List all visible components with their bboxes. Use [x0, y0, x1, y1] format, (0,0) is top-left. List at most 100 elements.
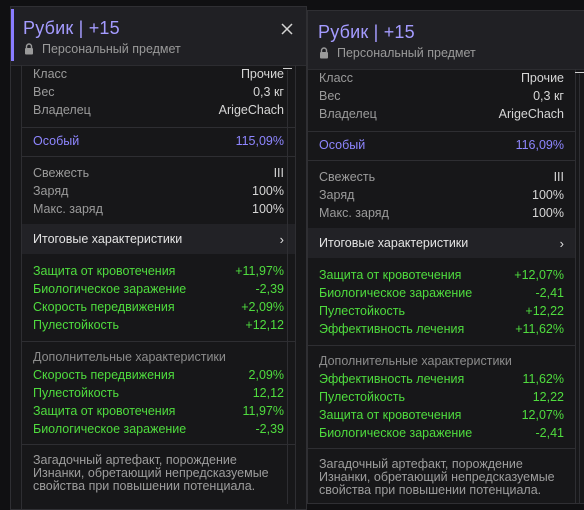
close-button[interactable]	[279, 21, 295, 37]
stat-row-owner: Владелец ArigeChach	[33, 101, 284, 119]
total-stats-toggle[interactable]: Итоговые характеристики ›	[22, 224, 295, 254]
item-subtitle: Персональный предмет	[42, 42, 181, 56]
extra-stat-row: Пулестойкость 12,12	[33, 384, 284, 402]
stat-label: Заряд	[319, 188, 355, 202]
extra-stats-label: Дополнительные характеристики	[33, 350, 226, 364]
stat-row-class: Класс Прочие	[319, 69, 564, 87]
stat-value: 100%	[252, 202, 284, 216]
quality-value: 115,09%	[235, 134, 284, 148]
quality-row: Особый 115,09%	[33, 132, 284, 150]
item-header: Рубик | +15 Персональный предмет	[308, 11, 584, 70]
stat-label: Вес	[319, 89, 341, 103]
description-line: Изнанки, обретающий непредсказуемые	[319, 470, 555, 484]
item-title: Рубик | +15	[318, 22, 415, 42]
base-info-section: Класс Прочие Вес 0,3 кг Владелец ArigeCh…	[308, 69, 575, 132]
stat-value: 11,62%	[522, 372, 564, 386]
total-stats-label: Итоговые характеристики	[33, 232, 183, 246]
item-header: Рубик | +15 Персональный предмет	[11, 7, 306, 66]
stat-row-charge: Заряд 100%	[33, 182, 284, 200]
stat-value: +12,07%	[514, 268, 564, 282]
stat-value: 0,3 кг	[533, 89, 564, 103]
extra-stats-section: Дополнительные характеристики Эффективно…	[308, 345, 575, 449]
quality-section: Особый 115,09%	[22, 127, 295, 157]
stat-value: 11,97%	[242, 404, 284, 418]
extra-stat-row: Пулестойкость 12,22	[319, 388, 564, 406]
stat-value: III	[553, 170, 564, 184]
item-title: Рубик | +15	[23, 18, 120, 38]
stat-row-freshness: Свежесть III	[319, 168, 564, 186]
state-section: Свежесть III Заряд 100% Макс. заряд 100%	[22, 156, 295, 225]
stat-value: +12,22	[525, 304, 564, 318]
scrollbar-track[interactable]	[287, 70, 288, 504]
chevron-right-icon: ›	[279, 231, 284, 247]
stat-label: Биологическое заражение	[319, 426, 473, 440]
stat-label: Защита от кровотечения	[33, 404, 176, 418]
extra-stat-row: Биологическое заражение -2,39	[33, 420, 284, 438]
stat-label: Биологическое заражение	[33, 282, 187, 296]
total-stats-section: Защита от кровотечения +11,97% Биологиче…	[22, 254, 295, 342]
item-description: Загадочный артефакт, порождение Изнанки,…	[319, 458, 567, 497]
stat-value: +12,12	[245, 318, 284, 332]
stat-label: Пулестойкость	[319, 390, 406, 404]
stat-label: Эффективность лечения	[319, 372, 465, 386]
stat-value: ArigeChach	[498, 107, 564, 121]
stat-value: -2,41	[535, 426, 565, 440]
chevron-right-icon: ›	[559, 235, 564, 251]
stat-label: Владелец	[319, 107, 377, 121]
total-stats-toggle[interactable]: Итоговые характеристики ›	[308, 228, 575, 258]
description-line: свойства при повышении потенциала.	[319, 483, 542, 497]
stat-label: Заряд	[33, 184, 69, 198]
lock-icon	[320, 47, 328, 59]
close-icon	[281, 23, 293, 35]
total-stats-header: Итоговые характеристики ›	[33, 230, 284, 248]
item-subtitle-row: Персональный предмет	[24, 42, 181, 56]
extra-stat-row: Защита от кровотечения 12,07%	[319, 406, 564, 424]
extra-stats-header: Дополнительные характеристики	[33, 348, 284, 366]
quality-section: Особый 116,09%	[308, 131, 575, 161]
stat-label: Биологическое заражение	[319, 286, 473, 300]
quality-label: Особый	[319, 138, 366, 152]
stat-row-class: Класс Прочие	[33, 65, 284, 83]
stat-label: Макс. заряд	[319, 206, 389, 220]
item-details: Класс Прочие Вес 0,3 кг Владелец ArigeCh…	[21, 65, 296, 509]
stat-value: +11,97%	[235, 264, 284, 278]
description-line: Изнанки, обретающий непредсказуемые	[33, 466, 269, 480]
stat-value: 100%	[532, 206, 564, 220]
stat-value: 2,09%	[248, 368, 284, 382]
stat-row-weight: Вес 0,3 кг	[33, 83, 284, 101]
stat-label: Скорость передвижения	[33, 368, 175, 382]
total-stat-row: Пулестойкость +12,12	[33, 316, 284, 334]
stat-value: 12,07%	[521, 408, 564, 422]
stat-label: Свежесть	[319, 170, 376, 184]
stat-row-max-charge: Макс. заряд 100%	[319, 204, 564, 222]
stat-row-charge: Заряд 100%	[319, 186, 564, 204]
stat-label: Биологическое заражение	[33, 422, 187, 436]
total-stats-label: Итоговые характеристики	[319, 236, 469, 250]
extra-stats-header: Дополнительные характеристики	[319, 352, 564, 370]
scrollbar-track[interactable]	[579, 74, 580, 504]
stat-value: -2,41	[535, 286, 565, 300]
stat-value: 100%	[252, 184, 284, 198]
state-section: Свежесть III Заряд 100% Макс. заряд 100%	[308, 160, 575, 229]
stat-label: Вес	[33, 85, 55, 99]
stat-value: Прочие	[520, 71, 564, 85]
quality-row: Особый 116,09%	[319, 136, 564, 154]
scrollbar-thumb-marker[interactable]	[575, 72, 584, 73]
stat-label: Класс	[319, 71, 354, 85]
stat-value: ArigeChach	[218, 103, 284, 117]
stat-value: +2,09%	[241, 300, 284, 314]
stat-label: Эффективность лечения	[319, 322, 465, 336]
base-info-section: Класс Прочие Вес 0,3 кг Владелец ArigeCh…	[22, 65, 295, 128]
extra-stat-row: Скорость передвижения 2,09%	[33, 366, 284, 384]
total-stat-row: Скорость передвижения +2,09%	[33, 298, 284, 316]
stat-label: Макс. заряд	[33, 202, 103, 216]
stat-value: +11,62%	[515, 322, 564, 336]
stat-value: 100%	[532, 188, 564, 202]
total-stat-row: Биологическое заражение -2,41	[319, 284, 564, 302]
stat-label: Пулестойкость	[33, 318, 120, 332]
stat-value: 12,12	[252, 386, 284, 400]
scrollbar-thumb-marker[interactable]	[283, 68, 292, 69]
description-line: свойства при повышении потенциала.	[33, 479, 256, 493]
stat-label: Защита от кровотечения	[33, 264, 176, 278]
stat-value: III	[273, 166, 284, 180]
